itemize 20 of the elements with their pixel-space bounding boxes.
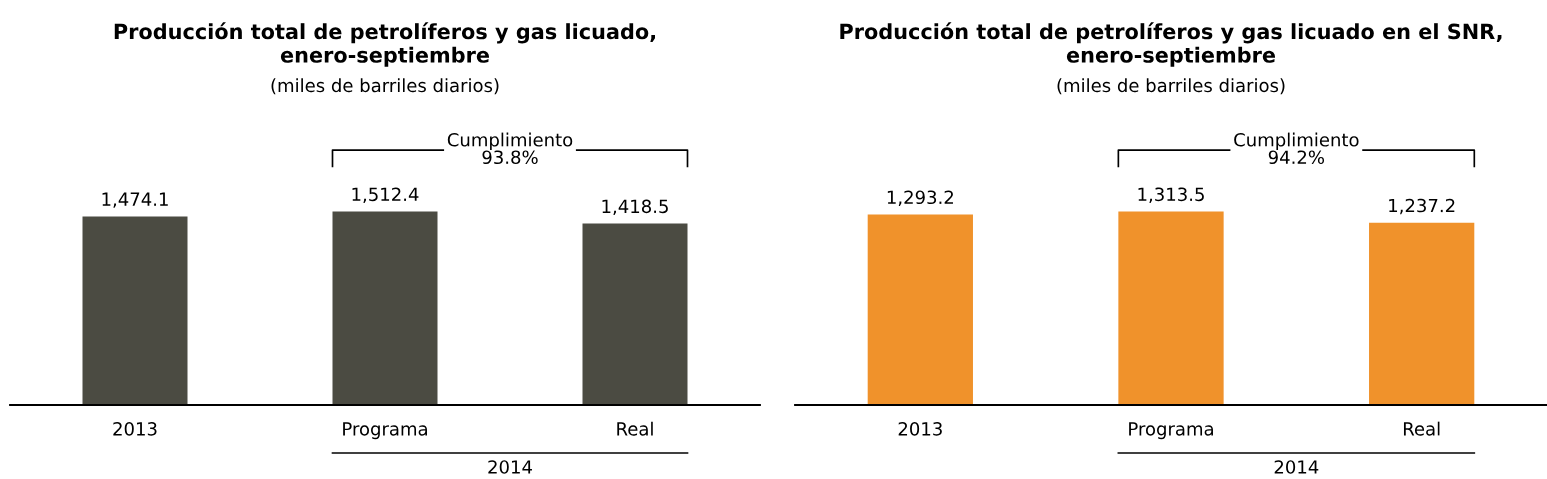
text: Cumplimiento 94.2%: [1234, 132, 1359, 165]
data-label: 1,474.1: [102, 192, 168, 208]
chart-title: Producción total de petrolíferos y gas licuado en el SNR, enero-septiembre: [840, 22, 1502, 67]
x-tick-label: Programa: [1129, 422, 1213, 440]
data-label: 1,512.4: [352, 187, 419, 203]
x-tick-label: Programa: [343, 422, 427, 440]
x-tick-label: Real: [1403, 421, 1440, 436]
x-tick-label: 2013: [898, 421, 942, 436]
text: 2014: [488, 460, 532, 474]
data-label: 1,418.5: [602, 199, 668, 215]
text: 2014: [1274, 460, 1319, 474]
data-label: 1,293.2: [887, 190, 953, 206]
chart-subtitle: (miles de barriles diarios): [271, 78, 499, 95]
data-label: 1,237.2: [1389, 198, 1455, 215]
x-tick-label: 2013: [113, 421, 157, 436]
chart-subtitle: (miles de barriles diarios): [1057, 78, 1285, 95]
text: Cumplimiento 93.8%: [447, 132, 573, 165]
data-label: 1,313.5: [1138, 187, 1204, 203]
chart-title: Producción total de petrolíferos y gas licuado, enero-septiembre: [114, 22, 655, 67]
x-tick-label: Real: [617, 421, 653, 436]
